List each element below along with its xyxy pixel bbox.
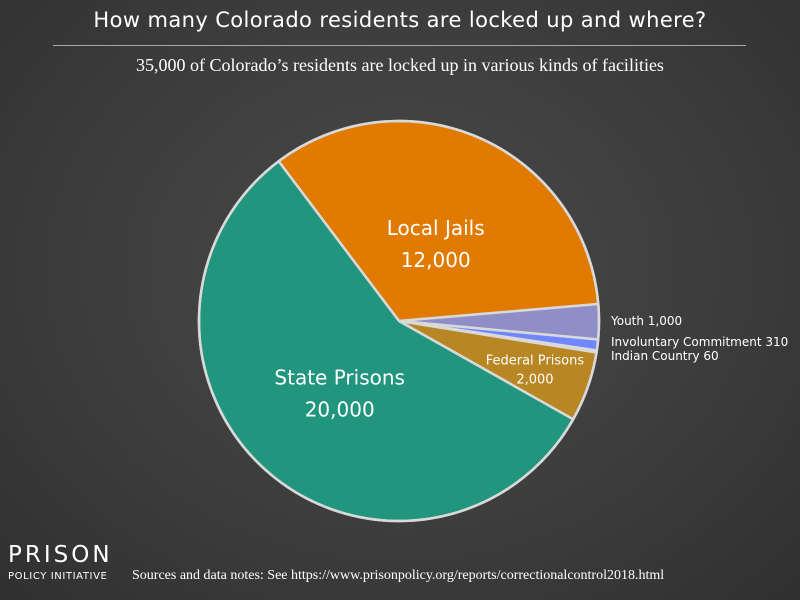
chart-title: How many Colorado residents are locked u… bbox=[93, 8, 707, 32]
title-divider bbox=[53, 45, 746, 46]
pie-label-federal-prisons-name: Federal Prisons bbox=[486, 353, 585, 368]
pie-label-local-jails-name: Local Jails bbox=[387, 216, 485, 240]
sources-note: Sources and data notes: See https://www.… bbox=[132, 568, 665, 583]
pie-label-federal-prisons-value: 2,000 bbox=[516, 372, 553, 387]
pie-outline bbox=[197, 119, 601, 523]
pie-label-state-prisons-value: 20,000 bbox=[305, 398, 375, 422]
chart-subtitle: 35,000 of Colorado’s residents are locke… bbox=[136, 55, 664, 75]
pie-label-local-jails-value: 12,000 bbox=[401, 248, 471, 272]
pie-label-involuntary-commitment: Involuntary Commitment 310 bbox=[611, 335, 788, 349]
pie-label-state-prisons-name: State Prisons bbox=[274, 366, 405, 390]
pie-label-indian-country: Indian Country 60 bbox=[611, 349, 719, 363]
prison-policy-logo: PRISON POLICY INITIATIVE bbox=[8, 543, 113, 582]
logo-subtitle: POLICY INITIATIVE bbox=[8, 571, 108, 582]
logo-word: PRISON bbox=[8, 542, 113, 568]
pie-label-youth: Youth 1,000 bbox=[610, 314, 682, 328]
